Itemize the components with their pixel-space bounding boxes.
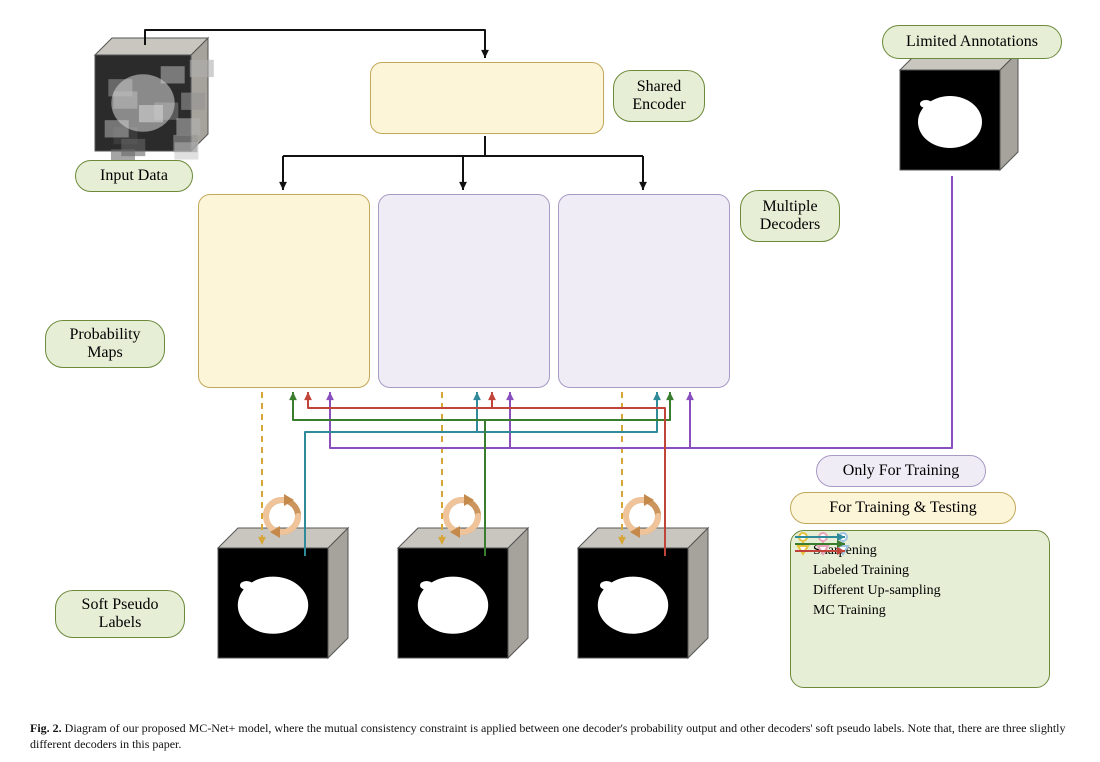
legend-mc: MC Training: [803, 603, 1037, 619]
decoder-panel-2: [378, 194, 550, 388]
pill-probability-maps: Probability Maps: [45, 320, 165, 368]
pill-soft-pseudo-labels: Soft Pseudo Labels: [55, 590, 185, 638]
pill-only-for-training: Only For Training: [816, 455, 986, 487]
pill-training-and-testing: For Training & Testing: [790, 492, 1016, 524]
encoder-panel: [370, 62, 604, 134]
legend-labeled-label: Labeled Training: [813, 563, 909, 579]
pill-shared-encoder: Shared Encoder: [613, 70, 705, 122]
pill-multiple-decoders: Multiple Decoders: [740, 190, 840, 242]
legend-upsampling: Different Up-sampling: [803, 583, 1037, 599]
decoder-panel-3: [558, 194, 730, 388]
legend-upsampling-label: Different Up-sampling: [813, 583, 941, 599]
decoder-panel-1: [198, 194, 370, 388]
pill-limited-annotations: Limited Annotations: [882, 25, 1062, 59]
pill-input-data: Input Data: [75, 160, 193, 192]
caption-text: Diagram of our proposed MC-Net+ model, w…: [30, 721, 1065, 751]
legend-labeled: Labeled Training: [803, 563, 1037, 579]
legend-box: SharpeningLabeled TrainingDifferent Up-s…: [790, 530, 1050, 688]
legend-mc-label: MC Training: [813, 603, 886, 619]
figure-caption: Fig. 2. Diagram of our proposed MC-Net+ …: [30, 720, 1070, 752]
caption-bold: Fig. 2.: [30, 721, 62, 735]
